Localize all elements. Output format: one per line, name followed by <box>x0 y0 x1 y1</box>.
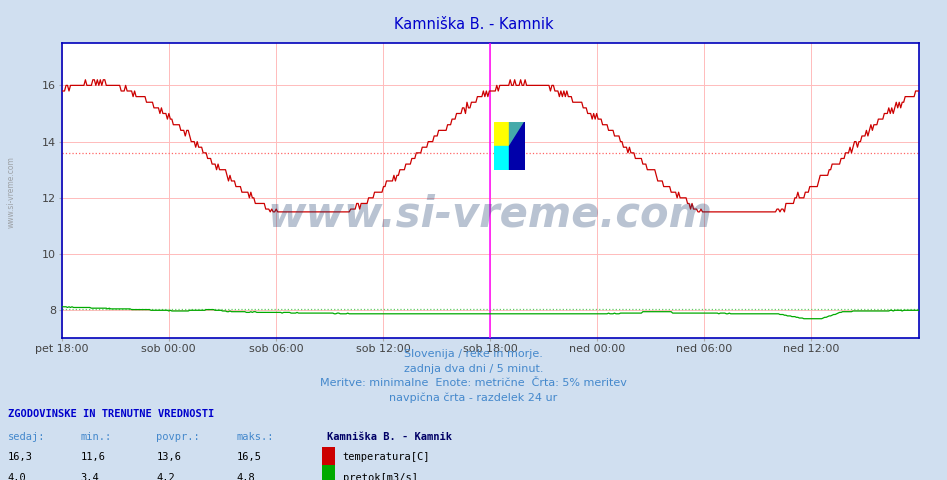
Text: zadnja dva dni / 5 minut.: zadnja dva dni / 5 minut. <box>403 364 544 374</box>
Text: Slovenija / reke in morje.: Slovenija / reke in morje. <box>404 349 543 360</box>
Bar <box>322 446 335 465</box>
Text: www.si-vreme.com: www.si-vreme.com <box>268 193 712 235</box>
Text: Meritve: minimalne  Enote: metrične  Črta: 5% meritev: Meritve: minimalne Enote: metrične Črta:… <box>320 378 627 388</box>
Text: Kamniška B. - Kamnik: Kamniška B. - Kamnik <box>327 432 452 442</box>
Bar <box>494 146 509 170</box>
Text: navpična črta - razdelek 24 ur: navpična črta - razdelek 24 ur <box>389 393 558 403</box>
Text: www.si-vreme.com: www.si-vreme.com <box>7 156 16 228</box>
Bar <box>322 465 335 480</box>
Text: ZGODOVINSKE IN TRENUTNE VREDNOSTI: ZGODOVINSKE IN TRENUTNE VREDNOSTI <box>8 409 214 420</box>
Text: temperatura[C]: temperatura[C] <box>343 452 430 462</box>
Text: 4,0: 4,0 <box>8 472 27 480</box>
Polygon shape <box>509 122 525 170</box>
Text: 4,8: 4,8 <box>237 472 256 480</box>
Text: 11,6: 11,6 <box>80 452 105 462</box>
Text: pretok[m3/s]: pretok[m3/s] <box>343 472 418 480</box>
Text: sedaj:: sedaj: <box>8 432 45 442</box>
Polygon shape <box>509 122 525 146</box>
Text: Kamniška B. - Kamnik: Kamniška B. - Kamnik <box>394 17 553 32</box>
Text: 16,5: 16,5 <box>237 452 261 462</box>
Text: 3,4: 3,4 <box>80 472 99 480</box>
Bar <box>494 122 509 146</box>
Text: 4,2: 4,2 <box>156 472 175 480</box>
Text: min.:: min.: <box>80 432 112 442</box>
Text: povpr.:: povpr.: <box>156 432 200 442</box>
Text: maks.:: maks.: <box>237 432 275 442</box>
Text: 16,3: 16,3 <box>8 452 32 462</box>
Text: 13,6: 13,6 <box>156 452 181 462</box>
